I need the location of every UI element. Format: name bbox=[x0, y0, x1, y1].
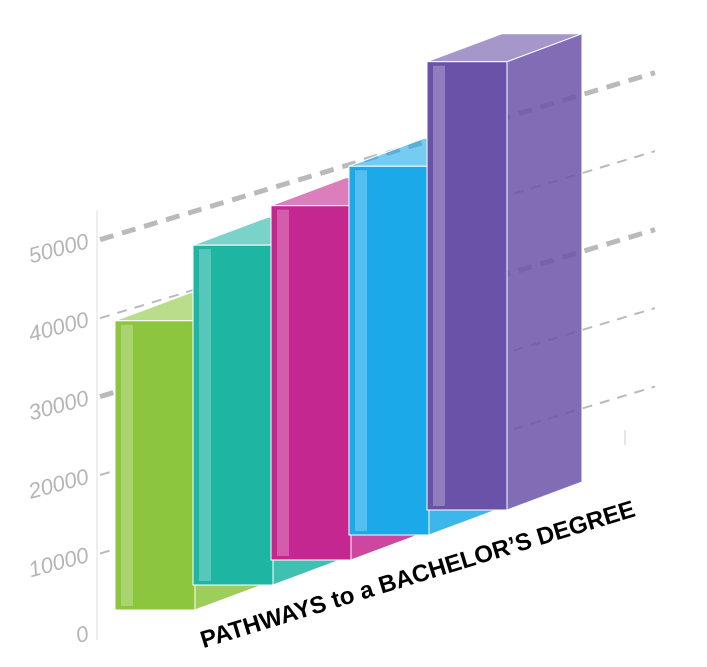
bar bbox=[270, 205, 352, 561]
bar-shine bbox=[277, 209, 289, 556]
bar bbox=[426, 61, 508, 511]
bar bbox=[192, 244, 274, 586]
bar bbox=[348, 165, 430, 536]
y-tick-label: 40000 bbox=[26, 307, 92, 347]
bar-side bbox=[506, 32, 583, 511]
y-tick-label: 30000 bbox=[26, 385, 92, 425]
bars bbox=[114, 32, 583, 611]
y-tick-label: 50000 bbox=[26, 228, 92, 268]
y-tick-label: 20000 bbox=[25, 464, 92, 504]
bar-shine bbox=[433, 65, 445, 506]
bar-group bbox=[426, 32, 583, 511]
y-tick-label: 10000 bbox=[26, 542, 92, 582]
bar-shine bbox=[355, 170, 367, 531]
y-tick-label: 0 bbox=[73, 620, 92, 648]
bar bbox=[114, 320, 196, 611]
bar-shine bbox=[199, 249, 211, 581]
bar-shine bbox=[121, 324, 133, 606]
